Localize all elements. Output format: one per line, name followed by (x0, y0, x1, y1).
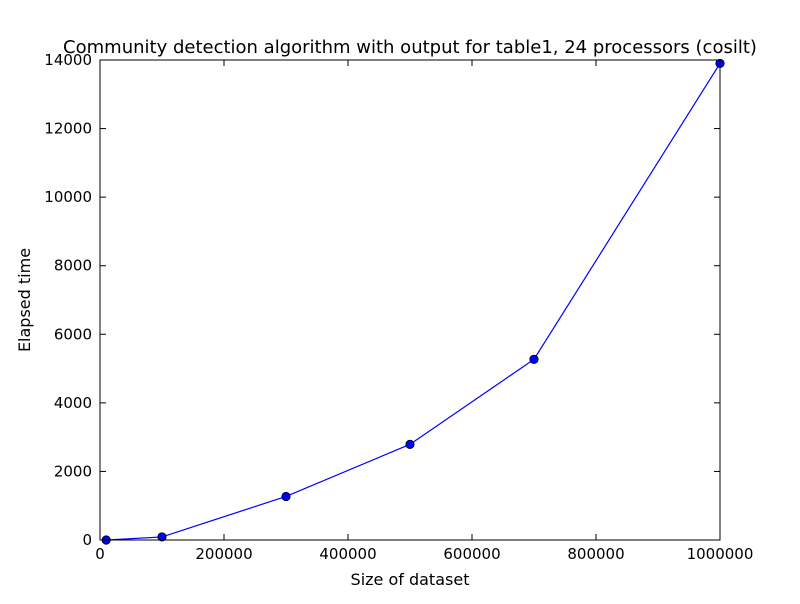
series-line (106, 63, 721, 541)
x-tick-label: 400000 (319, 545, 376, 563)
x-tick-label: 0 (95, 545, 105, 563)
x-tick-label: 1000000 (687, 545, 754, 563)
data-point (529, 354, 539, 364)
y-tick-label: 2000 (54, 462, 92, 480)
data-point (157, 532, 167, 542)
x-tick-label: 800000 (567, 545, 624, 563)
y-tick-label: 8000 (54, 257, 92, 275)
y-tick-label: 0 (82, 531, 92, 549)
axis-ticks: 0 200000 400000 600000 800000 1000000 0 2000 400… (44, 51, 753, 563)
plot-area-frame (99, 59, 721, 541)
x-tick-label: 600000 (443, 545, 500, 563)
y-axis-label: Elapsed time (15, 248, 34, 352)
y-tick-label: 14000 (44, 51, 92, 69)
data-point (281, 491, 291, 502)
series-layer (101, 58, 725, 545)
y-tick-label: 4000 (54, 394, 92, 412)
x-axis-label: Size of dataset (351, 570, 470, 589)
data-point (405, 439, 415, 449)
y-tick-label: 6000 (54, 325, 92, 343)
y-tick-label: 12000 (44, 120, 92, 138)
y-tick-label: 10000 (44, 188, 92, 206)
x-tick-label: 200000 (195, 545, 252, 563)
chart-title: Community detection algorithm with outpu… (63, 37, 757, 58)
